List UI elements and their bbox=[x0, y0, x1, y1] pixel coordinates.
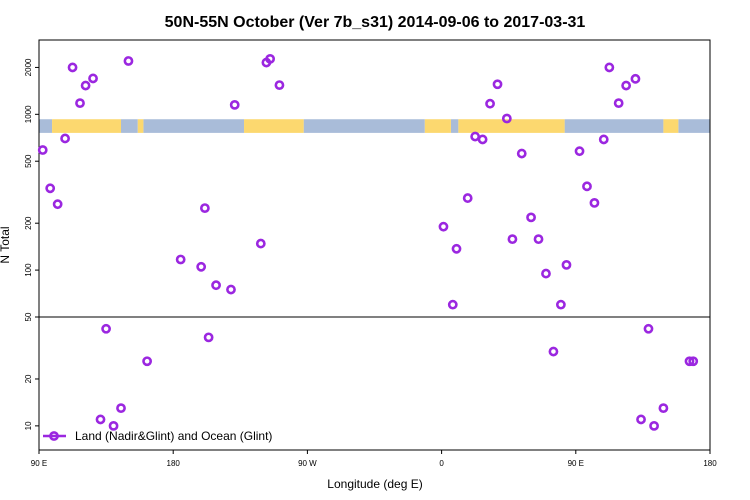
data-point bbox=[67, 62, 78, 73]
data-point bbox=[75, 98, 85, 109]
y-tick-label: 10 bbox=[24, 421, 33, 430]
legend-marker bbox=[49, 431, 59, 441]
data-point bbox=[108, 420, 119, 431]
data-point bbox=[492, 79, 503, 90]
ocean-segment bbox=[121, 119, 138, 133]
data-point bbox=[88, 73, 98, 84]
ocean-segment bbox=[303, 119, 425, 133]
data-point bbox=[574, 146, 585, 157]
data-point bbox=[101, 323, 111, 334]
y-axis-label: N Total bbox=[0, 226, 12, 263]
ocean-segment bbox=[450, 119, 459, 133]
land-segment bbox=[663, 119, 679, 133]
data-point bbox=[636, 414, 646, 425]
data-points bbox=[37, 53, 699, 431]
data-point bbox=[582, 181, 592, 192]
data-point bbox=[447, 299, 458, 310]
y-tick-label: 1000 bbox=[24, 105, 33, 123]
land-segment bbox=[424, 119, 451, 133]
data-point bbox=[613, 98, 624, 109]
data-point bbox=[604, 62, 615, 73]
data-point bbox=[541, 268, 551, 279]
legend-label: Land (Nadir&Glint) and Ocean (Glint) bbox=[75, 429, 272, 443]
land-segment bbox=[244, 119, 304, 133]
data-point bbox=[37, 145, 48, 155]
x-tick-label: 90 E bbox=[31, 459, 47, 468]
data-point bbox=[684, 356, 695, 367]
data-point bbox=[598, 134, 609, 145]
data-point bbox=[52, 199, 63, 210]
data-point bbox=[196, 261, 207, 272]
data-point bbox=[274, 80, 285, 91]
x-axis-label: Longitude (deg E) bbox=[327, 477, 422, 491]
data-point bbox=[462, 193, 473, 203]
land-ocean-strip bbox=[39, 119, 710, 133]
ocean-segment bbox=[678, 119, 710, 133]
land-segment bbox=[137, 119, 144, 133]
data-point bbox=[658, 403, 669, 414]
data-point bbox=[80, 80, 91, 91]
chart-title: 50N-55N October (Ver 7b_s31) 2014-09-06 … bbox=[165, 14, 586, 31]
data-point bbox=[226, 284, 236, 295]
data-point bbox=[470, 131, 481, 142]
data-point bbox=[211, 280, 221, 291]
data-point bbox=[60, 133, 70, 144]
data-point bbox=[485, 98, 495, 109]
data-point bbox=[533, 234, 544, 245]
data-point bbox=[630, 73, 641, 84]
data-point bbox=[548, 346, 559, 357]
data-point bbox=[142, 356, 153, 367]
data-point bbox=[561, 259, 572, 270]
data-point bbox=[451, 243, 462, 254]
y-tick-label: 100 bbox=[24, 263, 33, 277]
data-point bbox=[203, 332, 214, 343]
x-tick-label: 180 bbox=[703, 459, 717, 468]
data-point bbox=[95, 414, 106, 425]
y-tick-label: 200 bbox=[24, 216, 33, 230]
plot-frame bbox=[38, 39, 711, 451]
y-axis: 10 20 50 100 200 500 1000 2000 bbox=[24, 58, 39, 430]
ocean-segment bbox=[143, 119, 245, 133]
data-point bbox=[265, 53, 276, 64]
data-point bbox=[116, 403, 126, 414]
ocean-segment bbox=[564, 119, 664, 133]
y-tick-label: 50 bbox=[24, 312, 33, 321]
data-point bbox=[175, 254, 186, 265]
data-point bbox=[501, 113, 512, 124]
x-tick-label: 90 E bbox=[568, 459, 584, 468]
data-point bbox=[507, 234, 518, 245]
y-tick-label: 500 bbox=[24, 154, 33, 168]
data-point bbox=[516, 148, 527, 159]
data-point bbox=[45, 183, 56, 194]
x-tick-label: 180 bbox=[167, 459, 181, 468]
land-segment bbox=[52, 119, 122, 133]
x-tick-label: 90 W bbox=[298, 459, 317, 468]
legend: Land (Nadir&Glint) and Ocean (Glint) bbox=[43, 429, 272, 443]
ocean-segment bbox=[39, 119, 53, 133]
data-point bbox=[123, 56, 134, 66]
data-point bbox=[688, 356, 699, 367]
data-point bbox=[621, 80, 632, 91]
x-tick-label: 0 bbox=[439, 459, 444, 468]
data-point bbox=[255, 238, 266, 249]
y-tick-label: 20 bbox=[24, 374, 33, 383]
data-point bbox=[555, 299, 566, 310]
land-segment bbox=[458, 119, 565, 133]
data-point bbox=[649, 420, 659, 431]
data-point bbox=[477, 134, 488, 145]
data-point bbox=[643, 323, 654, 334]
data-point bbox=[589, 198, 600, 208]
data-point bbox=[229, 99, 240, 110]
y-tick-label: 2000 bbox=[24, 58, 33, 76]
data-point bbox=[438, 221, 449, 232]
x-axis: 90 E 180 90 W 0 90 E 180 bbox=[31, 450, 717, 468]
data-point bbox=[199, 203, 210, 214]
data-point bbox=[526, 212, 536, 223]
